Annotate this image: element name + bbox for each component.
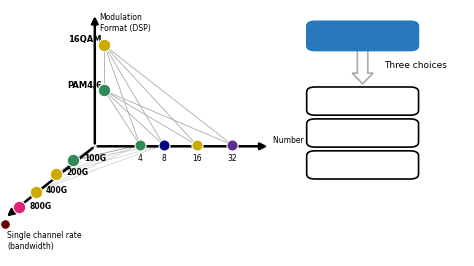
- Text: 8x100G as baseline: 8x100G as baseline: [305, 31, 420, 41]
- Text: 800G: 800G: [29, 202, 52, 211]
- Text: 4: 4: [137, 154, 142, 163]
- Text: Number of channels: Number of channels: [273, 136, 350, 145]
- FancyArrow shape: [352, 47, 373, 84]
- Text: 100G: 100G: [84, 154, 106, 163]
- Text: 8x400G PAM4/6: 8x400G PAM4/6: [314, 128, 411, 138]
- Text: 8: 8: [161, 154, 166, 163]
- FancyBboxPatch shape: [307, 119, 419, 147]
- FancyBboxPatch shape: [307, 87, 419, 115]
- Text: 16QAM: 16QAM: [68, 35, 102, 44]
- Text: Single channel rate
(bandwidth): Single channel rate (bandwidth): [7, 231, 82, 251]
- Text: 4x800G 16QAM: 4x800G 16QAM: [315, 160, 410, 170]
- Text: Three choices: Three choices: [384, 61, 447, 70]
- Text: PAM4/6: PAM4/6: [67, 80, 102, 89]
- Text: 16: 16: [192, 154, 201, 163]
- Text: Modulation
Format (DSP): Modulation Format (DSP): [100, 13, 150, 33]
- FancyBboxPatch shape: [307, 21, 419, 51]
- Text: 400G: 400G: [46, 186, 68, 195]
- Text: 200G: 200G: [66, 168, 88, 177]
- Text: 32: 32: [228, 154, 237, 163]
- FancyBboxPatch shape: [307, 151, 419, 179]
- Text: 16x200G PAM4: 16x200G PAM4: [316, 96, 409, 106]
